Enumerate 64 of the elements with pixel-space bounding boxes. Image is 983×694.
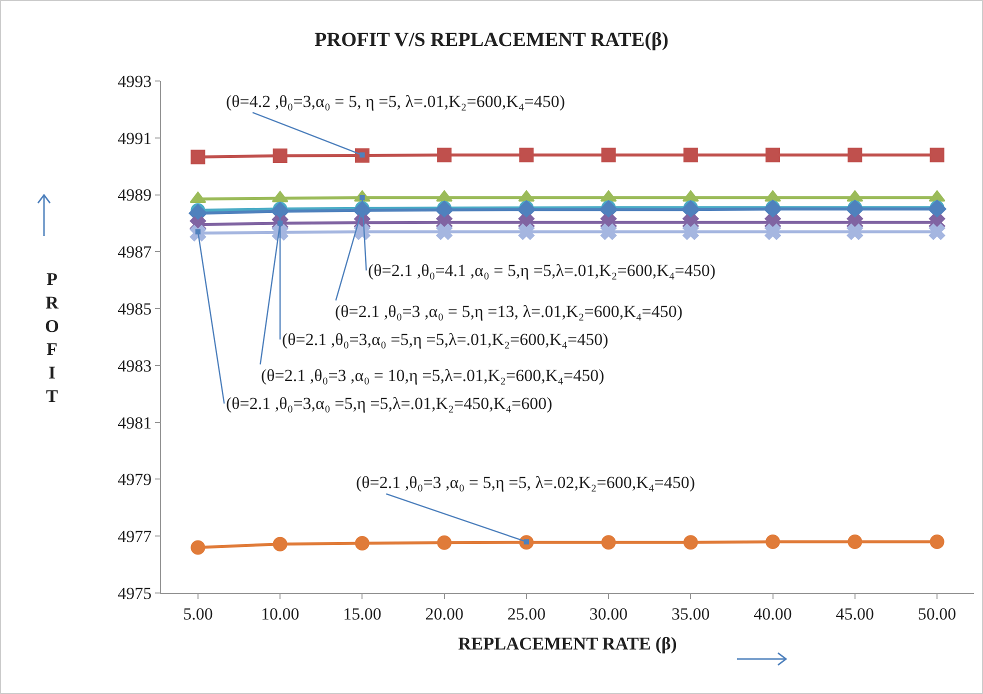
point <box>354 536 370 550</box>
point <box>519 535 534 550</box>
point <box>518 224 535 240</box>
y-tick-label: 4987 <box>118 242 152 262</box>
annotation: (θ=2.1 ,θ₀=3 ,α₀ = 5,η =13, λ=.01,K₂=600,K₄=450) <box>335 302 683 321</box>
point <box>600 224 617 240</box>
point <box>436 224 452 240</box>
point <box>601 148 616 162</box>
annotation: (θ=2.1 ,θ₀=3 ,α₀ = 10,η =5,λ=.01,K₂=600,K₄=450) <box>261 366 604 385</box>
x-tick-label: 25.00 <box>507 604 546 624</box>
y-axis-title: PROFIT <box>45 269 60 406</box>
chart-title: PROFIT V/S REPLACEMENT RATE(β) <box>314 29 669 52</box>
annotation: (θ=2.1 ,θ₀=3,α₀ =5,η =5,λ=.01,K₂=600,K₄=450) <box>282 330 608 349</box>
x-axis-title: REPLACEMENT RATE (β) <box>458 634 677 654</box>
point <box>437 148 452 162</box>
point <box>517 200 536 219</box>
point <box>683 535 698 550</box>
point <box>930 534 944 550</box>
point <box>846 224 864 240</box>
point <box>519 148 534 162</box>
point <box>766 148 780 162</box>
point <box>928 200 946 218</box>
point <box>930 148 944 162</box>
annotation: (θ=4.2 ,θ₀=3,α₀ = 5, η =5, λ=.01,K₂=600,K₄=450) <box>226 92 566 111</box>
point <box>435 200 454 220</box>
point <box>190 150 206 164</box>
y-tick-label: 4975 <box>118 584 152 603</box>
x-tick-label: 50.00 <box>918 604 956 624</box>
point <box>272 536 288 552</box>
y-tick-label: 4977 <box>118 527 152 546</box>
x-tick-label: 30.00 <box>589 604 628 624</box>
x-tick-label: 40.00 <box>754 604 792 624</box>
x-tick-label: 10.00 <box>260 604 300 624</box>
point <box>190 540 206 555</box>
point <box>601 535 616 550</box>
y-tick-label: 4983 <box>118 356 152 376</box>
y-tick-label: 4991 <box>118 128 152 148</box>
annotation: (θ=2.1 ,θ₀=4.1 ,α₀ = 5,η =5,λ=.01,K₂=600,K₄=450) <box>368 261 716 280</box>
y-tick-label: 4993 <box>118 72 152 91</box>
point <box>354 148 370 163</box>
point <box>682 224 699 240</box>
point <box>437 535 452 550</box>
x-tick-label: 15.00 <box>343 604 382 624</box>
point <box>272 148 288 164</box>
point <box>848 148 862 162</box>
point <box>846 200 864 218</box>
x-tick-label: 5.00 <box>183 604 213 624</box>
y-tick-label: 4981 <box>118 413 152 432</box>
point <box>848 534 862 550</box>
x-tick-label: 45.00 <box>836 604 874 624</box>
point <box>681 200 700 219</box>
x-tick-label: 20.00 <box>425 604 464 624</box>
point <box>683 148 698 162</box>
point <box>599 200 618 219</box>
annotation: (θ=2.1 ,θ₀=3,α₀ =5,η =5,λ=.01,K₂=450,K₄=600) <box>226 394 552 413</box>
point <box>764 224 781 240</box>
y-tick-label: 4985 <box>118 300 152 319</box>
y-tick-label: 4989 <box>118 186 152 205</box>
annotation: (θ=2.1 ,θ₀=3 ,α₀ = 5,η =5, λ=.02,K₂=600,K₄=450) <box>356 473 696 492</box>
y-tick-label: 4979 <box>118 470 152 490</box>
point <box>766 534 780 550</box>
point <box>764 200 782 218</box>
point <box>928 224 946 240</box>
x-tick-label: 35.00 <box>672 604 710 624</box>
